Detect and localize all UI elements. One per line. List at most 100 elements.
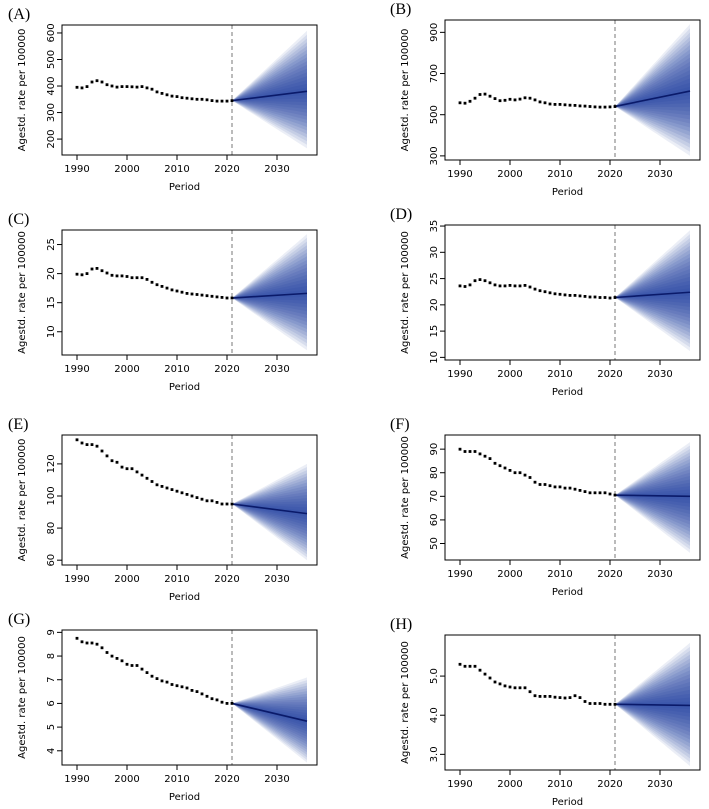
observed-point	[165, 93, 169, 97]
observed-point	[473, 450, 477, 453]
y-axis-label: Agestd. rate per 100000	[400, 436, 411, 559]
observed-point	[180, 491, 184, 495]
x-tick-label: 1990	[64, 164, 89, 175]
observed-point	[553, 103, 557, 106]
observed-point	[493, 283, 497, 287]
observed-point	[140, 667, 144, 671]
forecast-band	[232, 49, 307, 131]
observed-point	[150, 674, 154, 678]
observed-point	[468, 450, 472, 453]
observed-point	[205, 694, 209, 698]
observed-point	[225, 99, 229, 103]
x-tick-label: 2020	[597, 569, 622, 580]
forecast-band	[615, 40, 690, 140]
observed-point	[200, 97, 204, 101]
forecast-band	[615, 288, 690, 298]
x-axis-label: Period	[552, 387, 583, 398]
forecast-band	[232, 504, 307, 517]
observed-point	[528, 285, 532, 289]
observed-point	[220, 99, 224, 103]
forecast-band	[615, 465, 690, 529]
observed-point	[140, 473, 144, 477]
forecast-band	[232, 274, 307, 312]
y-tick-label: 35	[429, 220, 440, 233]
forecast-band	[615, 265, 690, 318]
plot-frame	[444, 19, 701, 161]
observed-point	[498, 682, 502, 686]
observed-point	[80, 86, 84, 90]
y-tick-label: 600	[46, 23, 57, 42]
observed-point	[105, 454, 109, 458]
x-axis-label: Period	[169, 182, 200, 193]
observed-point	[110, 84, 114, 88]
observed-point	[90, 267, 94, 271]
x-tick-label: 2000	[114, 364, 139, 375]
observed-point	[150, 87, 154, 91]
x-tick-label: 2030	[264, 774, 289, 785]
observed-point	[110, 459, 114, 463]
x-tick-label: 2030	[647, 169, 672, 180]
forecast-band	[615, 24, 690, 156]
observed-point	[533, 287, 537, 291]
observed-point	[135, 85, 139, 89]
forecast-band	[232, 57, 307, 124]
observed-point	[120, 85, 124, 88]
forecast-band	[615, 280, 690, 304]
observed-point	[593, 491, 597, 495]
panel-label: (D)	[390, 206, 412, 223]
observed-point	[145, 671, 149, 674]
x-tick-label: 1990	[447, 779, 472, 790]
y-tick-label: 120	[46, 454, 57, 473]
observed-point	[135, 276, 139, 280]
x-axis-label: Period	[552, 587, 583, 598]
observed-point	[125, 662, 129, 666]
x-tick-label: 2010	[164, 164, 189, 175]
observed-point	[195, 496, 199, 499]
y-tick-label: 60	[429, 514, 440, 527]
observed-point	[95, 444, 99, 448]
observed-point	[523, 686, 527, 690]
observed-point	[215, 99, 219, 103]
forecast-band	[615, 32, 690, 148]
observed-point	[483, 92, 487, 96]
y-tick-label: 20	[429, 298, 440, 311]
forecast-band	[232, 61, 307, 120]
forecast-band	[232, 53, 307, 127]
y-tick-label: 700	[429, 64, 440, 83]
observed-point	[473, 664, 477, 668]
observed-point	[175, 289, 179, 293]
observed-point	[553, 485, 557, 489]
observed-point	[493, 680, 497, 684]
forecast-band	[615, 253, 690, 329]
forecast-band	[615, 472, 690, 522]
forecast-band	[615, 74, 690, 108]
observed-point	[458, 662, 462, 666]
observed-point	[230, 502, 234, 506]
observed-point	[155, 283, 159, 287]
observed-point	[543, 101, 547, 105]
y-tick-label: 30	[429, 246, 440, 259]
observed-point	[573, 294, 577, 297]
y-tick-label: 900	[429, 23, 440, 42]
observed-point	[160, 92, 164, 95]
observed-point	[95, 642, 99, 646]
forecast-band	[232, 703, 307, 729]
observed-point	[473, 96, 477, 100]
forecast-band	[615, 459, 690, 536]
forecast-band	[615, 276, 690, 307]
y-tick-label: 70	[429, 490, 440, 503]
forecast-band	[615, 53, 690, 128]
observed-point	[483, 279, 487, 283]
forecast-band	[232, 485, 307, 540]
observed-point	[175, 684, 179, 688]
y-tick-label: 7	[46, 677, 57, 683]
observed-point	[608, 105, 612, 109]
forecast-band	[615, 238, 690, 344]
forecast-band	[615, 249, 690, 333]
observed-point	[165, 680, 169, 684]
observed-point	[130, 467, 134, 471]
x-tick-label: 2020	[214, 364, 239, 375]
observed-point	[100, 449, 104, 453]
observed-point	[603, 702, 607, 706]
forecast-band	[232, 473, 307, 552]
